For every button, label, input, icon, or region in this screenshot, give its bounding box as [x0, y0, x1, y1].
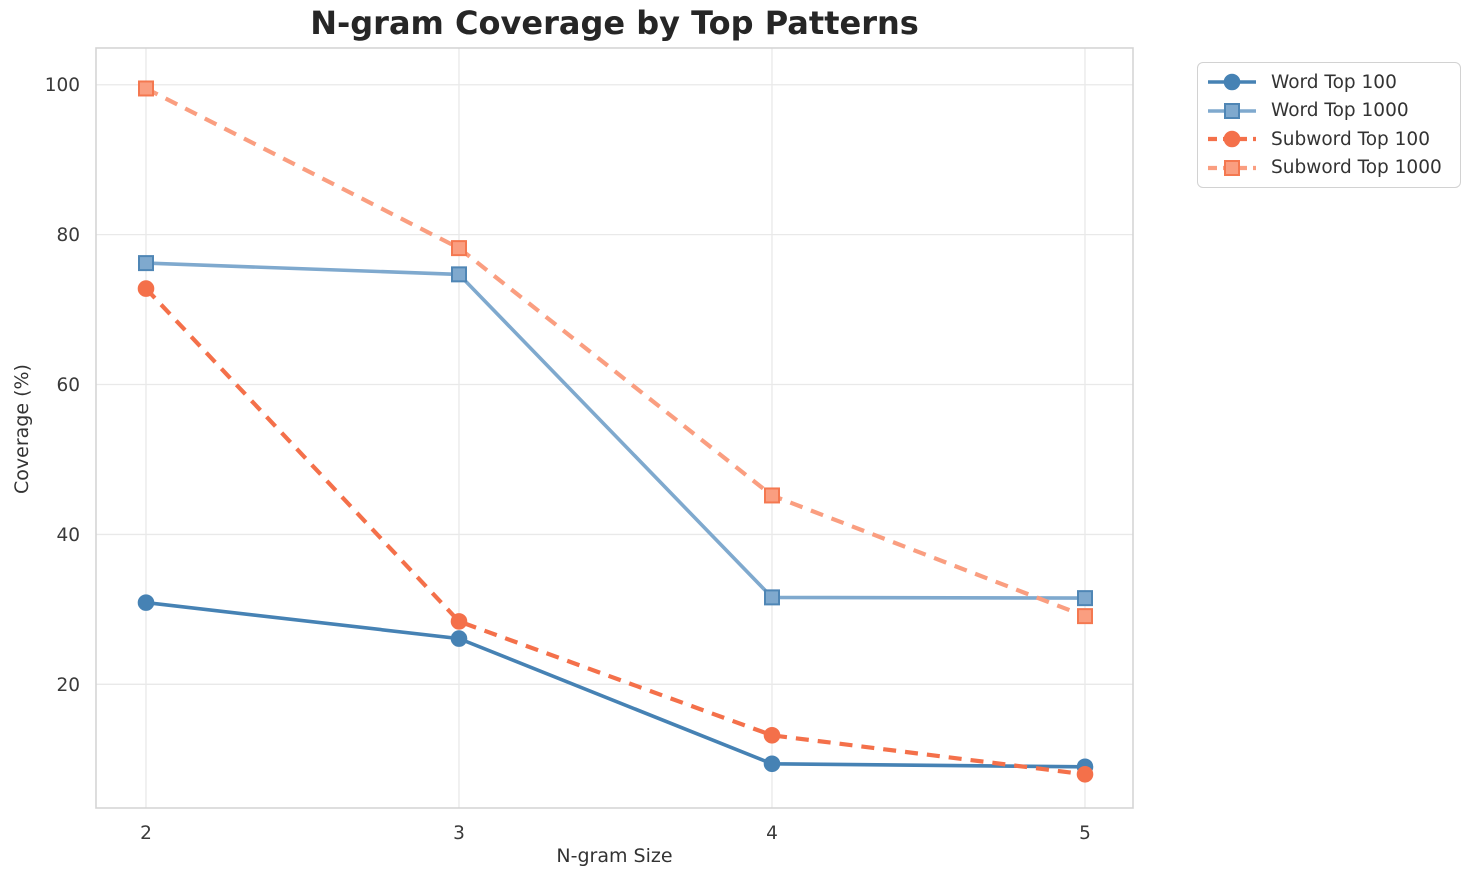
data-point-subword-top-1000-x2	[138, 80, 154, 97]
legend-item-subword-top-100: Subword Top 100	[1206, 125, 1460, 153]
data-point-word-top-100-x2	[137, 594, 155, 611]
y-tick-label: 80	[56, 225, 80, 246]
data-point-word-top-100-x3	[450, 630, 468, 647]
data-point-word-top-1000-x5	[1077, 590, 1093, 607]
legend-item-subword-top-1000: Subword Top 1000	[1206, 154, 1460, 182]
data-point-word-top-1000-x4	[764, 589, 780, 606]
data-point-subword-top-1000-x5	[1077, 608, 1093, 625]
plot-border	[95, 47, 1134, 809]
data-point-subword-top-100-x4	[763, 726, 781, 744]
data-point-word-top-1000-x2	[138, 255, 154, 272]
series-line-subword-top-1000	[145, 86, 1086, 619]
y-tick-label: 40	[56, 525, 80, 546]
legend-marker-circle-icon	[1208, 73, 1256, 91]
legend: Word Top 100 Word Top 1000 Subword Top 100…	[1197, 62, 1461, 188]
series-line-subword-top-100	[144, 287, 1086, 777]
legend-item-word-top-100: Word Top 100	[1206, 68, 1460, 96]
x-axis-label: N-gram Size	[556, 845, 673, 867]
x-tick-label: 4	[766, 823, 778, 844]
legend-marker-square-icon	[1208, 159, 1256, 176]
series-line-word-top-100	[145, 600, 1086, 769]
legend-marker-circle-icon	[1208, 130, 1256, 148]
data-point-subword-top-1000-x3	[451, 240, 467, 257]
x-tick-label: 2	[140, 823, 152, 844]
legend-label: Word Top 100	[1271, 71, 1397, 93]
data-point-subword-top-100-x5	[1076, 765, 1094, 783]
data-point-subword-top-1000-x4	[764, 487, 780, 504]
data-point-subword-top-100-x3	[450, 613, 468, 630]
legend-label: Subword Top 100	[1271, 128, 1430, 150]
series-line-word-top-1000	[145, 261, 1086, 600]
data-point-word-top-100-x4	[763, 755, 781, 773]
x-tick-label: 3	[453, 823, 465, 844]
data-point-word-top-1000-x3	[451, 266, 467, 283]
y-tick-label: 100	[45, 75, 80, 96]
data-point-subword-top-100-x2	[137, 280, 155, 297]
legend-label: Word Top 1000	[1271, 100, 1409, 122]
legend-item-word-top-1000: Word Top 1000	[1206, 97, 1460, 125]
y-tick-label: 20	[56, 675, 80, 696]
legend-label: Subword Top 1000	[1271, 157, 1442, 179]
chart-title: N-gram Coverage by Top Patterns	[310, 4, 919, 42]
x-tick-label: 5	[1079, 823, 1091, 844]
y-axis-label: Coverage (%)	[11, 364, 33, 494]
legend-marker-square-icon	[1208, 102, 1256, 119]
y-tick-label: 60	[56, 375, 80, 396]
